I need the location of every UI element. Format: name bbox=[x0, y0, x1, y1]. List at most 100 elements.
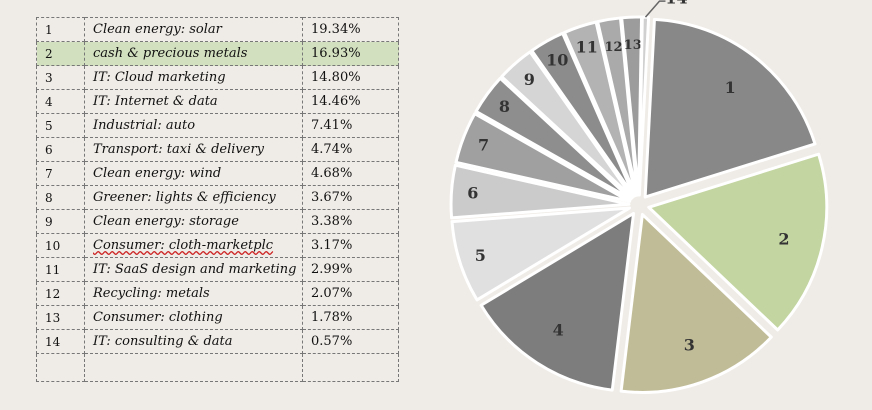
table-row: 6 Transport: taxi & delivery 4.74% bbox=[36, 137, 399, 162]
category-label: IT: SaaS design and marketing bbox=[84, 257, 303, 282]
percentage-value: 3.38% bbox=[302, 209, 399, 234]
pie-slice-group: 11 bbox=[562, 20, 638, 198]
row-number: 8 bbox=[36, 185, 85, 210]
slice-label: 12 bbox=[604, 40, 622, 55]
allocation-pie-chart: 1234567891011121314 bbox=[449, 0, 829, 394]
category-label: Clean energy: solar bbox=[84, 17, 303, 42]
pie-slice-group: 10 bbox=[530, 31, 636, 198]
slice-label: 2 bbox=[778, 229, 789, 248]
row-number: 7 bbox=[36, 161, 85, 186]
pie-slice-group: 7 bbox=[454, 112, 632, 203]
pie-slice bbox=[619, 212, 773, 394]
table-row: 5 Industrial: auto 7.41% bbox=[36, 113, 399, 138]
category-label: Greener: lights & efficiency bbox=[84, 185, 303, 210]
percentage-value: 16.93% bbox=[302, 41, 399, 66]
row-number: 6 bbox=[36, 137, 85, 162]
empty-cell bbox=[36, 353, 85, 382]
slice-label: 11 bbox=[576, 37, 598, 56]
percentage-value: 4.74% bbox=[302, 137, 399, 162]
table-row: 14 IT: consulting & data 0.57% bbox=[36, 329, 399, 354]
slice-label: 1 bbox=[725, 78, 736, 97]
slice-label: 5 bbox=[475, 246, 486, 265]
pie-slice bbox=[454, 112, 632, 203]
row-number: 2 bbox=[36, 41, 85, 66]
category-label: Consumer: clothing bbox=[84, 305, 303, 330]
category-label: Clean energy: wind bbox=[84, 161, 303, 186]
category-label: Industrial: auto bbox=[84, 113, 303, 138]
callout-line bbox=[644, 0, 666, 18]
percentage-value: 0.57% bbox=[302, 329, 399, 354]
table-row-empty bbox=[36, 353, 399, 382]
pie-slice-group: 6 bbox=[449, 163, 631, 220]
slice-label: 8 bbox=[499, 97, 510, 116]
pie-slice bbox=[647, 152, 829, 332]
row-number: 10 bbox=[36, 233, 85, 258]
pie-slice bbox=[474, 76, 633, 201]
pie-slice-group: 14 bbox=[637, 0, 688, 197]
row-number: 13 bbox=[36, 305, 85, 330]
pie-slice bbox=[479, 211, 636, 392]
table-row: 9 Clean energy: storage 3.38% bbox=[36, 209, 399, 234]
row-number: 14 bbox=[36, 329, 85, 354]
pie-slice bbox=[450, 206, 631, 302]
percentage-value: 14.80% bbox=[302, 65, 399, 90]
pie-slice-group: 4 bbox=[479, 211, 636, 392]
slice-label: 10 bbox=[546, 50, 568, 69]
category-label: Clean energy: storage bbox=[84, 209, 303, 234]
pie-slice-group: 3 bbox=[619, 212, 773, 394]
slice-label: 14 bbox=[665, 0, 687, 8]
table-row: 2 cash & precious metals 16.93% bbox=[36, 41, 399, 66]
pie-slice-group: 5 bbox=[450, 206, 631, 302]
table-row: 10 Consumer: cloth-marketplc 3.17% bbox=[36, 233, 399, 258]
percentage-value: 14.46% bbox=[302, 89, 399, 114]
table-row: 11 IT: SaaS design and marketing 2.99% bbox=[36, 257, 399, 282]
pie-slice-group: 9 bbox=[500, 50, 634, 199]
category-label: IT: Internet & data bbox=[84, 89, 303, 114]
category-label: IT: consulting & data bbox=[84, 329, 303, 354]
category-label: IT: Cloud marketing bbox=[84, 65, 303, 90]
table-row: 1 Clean energy: solar 19.34% bbox=[36, 17, 399, 42]
pie-slice-group: 8 bbox=[474, 76, 633, 201]
empty-cell bbox=[302, 353, 399, 382]
category-label: Recycling: metals bbox=[84, 281, 303, 306]
category-label: Consumer: cloth-marketplc bbox=[84, 233, 303, 258]
percentage-value: 3.67% bbox=[302, 185, 399, 210]
allocation-table-container: 1 Clean energy: solar 19.34% 2 cash & precio… bbox=[36, 17, 399, 382]
percentage-value: 19.34% bbox=[302, 17, 399, 42]
percentage-value: 7.41% bbox=[302, 113, 399, 138]
allocation-table: 1 Clean energy: solar 19.34% 2 cash & precio… bbox=[36, 17, 399, 382]
table-row: 12 Recycling: metals 2.07% bbox=[36, 281, 399, 306]
pie-slice bbox=[530, 31, 636, 198]
slice-label: 9 bbox=[524, 70, 535, 89]
percentage-value: 3.17% bbox=[302, 233, 399, 258]
pie-slice bbox=[449, 163, 631, 220]
empty-cell bbox=[84, 353, 303, 382]
percentage-value: 1.78% bbox=[302, 305, 399, 330]
category-label: Transport: taxi & delivery bbox=[84, 137, 303, 162]
row-number: 4 bbox=[36, 89, 85, 114]
pie-slice bbox=[562, 20, 638, 198]
percentage-value: 2.99% bbox=[302, 257, 399, 282]
category-label: cash & precious metals bbox=[84, 41, 303, 66]
table-row: 7 Clean energy: wind 4.68% bbox=[36, 161, 399, 186]
slice-label: 3 bbox=[684, 336, 695, 355]
table-row: 4 IT: Internet & data 14.46% bbox=[36, 89, 399, 114]
row-number: 5 bbox=[36, 113, 85, 138]
pie-slice bbox=[500, 50, 634, 199]
slice-label: 7 bbox=[478, 136, 489, 155]
percentage-value: 4.68% bbox=[302, 161, 399, 186]
pie-slice-group: 1 bbox=[643, 17, 817, 199]
row-number: 1 bbox=[36, 17, 85, 42]
row-number: 12 bbox=[36, 281, 85, 306]
pie-slice-group: 2 bbox=[647, 152, 829, 332]
row-number: 3 bbox=[36, 65, 85, 90]
table-row: 3 IT: Cloud marketing 14.80% bbox=[36, 65, 399, 90]
row-number: 9 bbox=[36, 209, 85, 234]
table-row: 8 Greener: lights & efficiency 3.67% bbox=[36, 185, 399, 210]
table-row: 13 Consumer: clothing 1.78% bbox=[36, 305, 399, 330]
slice-label: 4 bbox=[553, 320, 564, 339]
row-number: 11 bbox=[36, 257, 85, 282]
pie-slice bbox=[643, 17, 817, 199]
percentage-value: 2.07% bbox=[302, 281, 399, 306]
slice-label: 6 bbox=[467, 183, 478, 202]
